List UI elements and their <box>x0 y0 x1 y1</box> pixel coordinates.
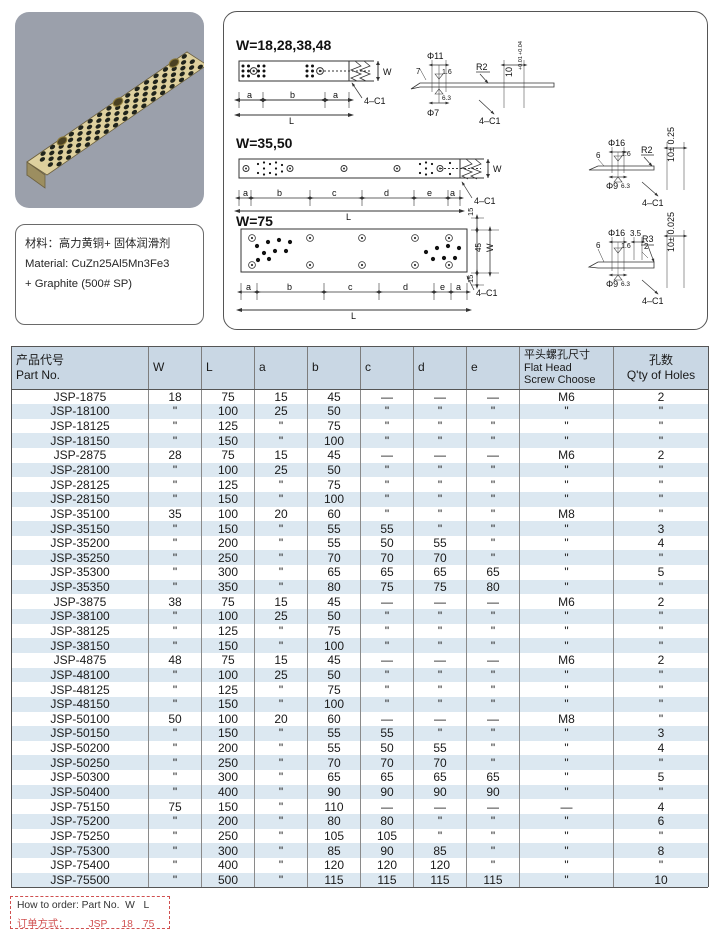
svg-text:45: 45 <box>474 243 483 252</box>
svg-text:W: W <box>383 67 392 77</box>
svg-text:6.3: 6.3 <box>621 281 630 288</box>
svg-text:6.3: 6.3 <box>442 95 451 102</box>
svg-text:c: c <box>348 282 353 292</box>
svg-text:R2: R2 <box>641 145 653 155</box>
svg-text:Φ16: Φ16 <box>608 228 625 238</box>
svg-text:7: 7 <box>416 67 421 76</box>
svg-text:1.6: 1.6 <box>442 69 452 76</box>
svg-text:4–C1: 4–C1 <box>642 198 664 208</box>
svg-text:L: L <box>289 116 294 126</box>
svg-text:6: 6 <box>596 151 601 160</box>
svg-text:15: 15 <box>466 208 475 216</box>
svg-text:4–C1: 4–C1 <box>364 96 386 106</box>
svg-text:e: e <box>440 282 445 292</box>
svg-text:10± 0.025: 10± 0.025 <box>666 212 676 252</box>
svg-text:W: W <box>493 164 502 174</box>
svg-text:4–C1: 4–C1 <box>479 116 501 126</box>
svg-text:15: 15 <box>466 275 475 283</box>
svg-text:+0.01: +0.01 <box>518 56 524 70</box>
svg-text:c: c <box>332 188 337 198</box>
svg-text:1.6: 1.6 <box>621 151 631 158</box>
svg-text:Φ9: Φ9 <box>606 279 618 289</box>
svg-text:b: b <box>277 188 282 198</box>
svg-text:Φ16: Φ16 <box>608 138 625 148</box>
svg-text:+0.04: +0.04 <box>518 41 524 55</box>
svg-text:4–C1: 4–C1 <box>476 288 498 298</box>
svg-text:b: b <box>287 282 292 292</box>
svg-text:Φ11: Φ11 <box>427 51 444 61</box>
svg-text:R3: R3 <box>642 234 654 244</box>
svg-text:10± 0.25: 10± 0.25 <box>666 127 676 162</box>
svg-text:1.6: 1.6 <box>621 243 631 250</box>
svg-text:d: d <box>384 188 389 198</box>
svg-text:3.5: 3.5 <box>630 229 642 238</box>
svg-text:a: a <box>450 188 455 198</box>
svg-text:10: 10 <box>504 67 514 77</box>
svg-text:L: L <box>351 311 356 321</box>
svg-text:W=75: W=75 <box>236 213 273 229</box>
svg-text:a: a <box>333 90 338 100</box>
svg-text:4–C1: 4–C1 <box>474 196 496 206</box>
svg-text:6: 6 <box>596 241 601 250</box>
svg-text:L: L <box>346 212 351 222</box>
svg-text:a: a <box>456 282 461 292</box>
svg-text:W=35,50: W=35,50 <box>236 135 293 151</box>
svg-text:b: b <box>290 90 295 100</box>
svg-text:d: d <box>403 282 408 292</box>
svg-text:Φ9: Φ9 <box>606 181 618 191</box>
svg-text:a: a <box>247 90 252 100</box>
svg-text:a: a <box>243 188 248 198</box>
svg-text:6.3: 6.3 <box>621 183 630 190</box>
svg-text:a: a <box>246 282 251 292</box>
svg-text:W=18,28,38,48: W=18,28,38,48 <box>236 37 332 53</box>
svg-text:R2: R2 <box>476 62 488 72</box>
svg-text:e: e <box>427 188 432 198</box>
svg-text:4–C1: 4–C1 <box>642 296 664 306</box>
svg-text:Φ7: Φ7 <box>427 108 439 118</box>
